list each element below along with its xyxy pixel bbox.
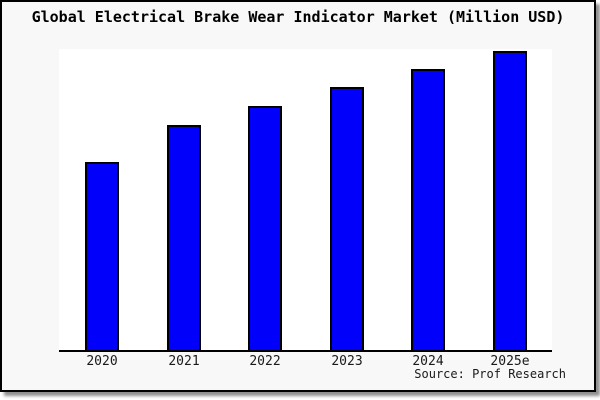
source-credit: Source: Prof Research <box>414 367 566 381</box>
plot-area <box>59 49 552 350</box>
x-tick-label-2025e: 2025e <box>490 354 530 369</box>
x-tick-label-2024: 2024 <box>412 354 444 369</box>
bar-2025e <box>493 51 527 350</box>
x-tick-label-2021: 2021 <box>168 354 200 369</box>
bar-2024 <box>411 69 445 350</box>
bar-2022 <box>248 106 282 350</box>
bar-2020 <box>85 162 119 350</box>
x-tick-label-2022: 2022 <box>249 354 281 369</box>
x-axis-line <box>59 350 552 352</box>
bar-2021 <box>167 125 201 350</box>
chart-title: Global Electrical Brake Wear Indicator M… <box>31 8 565 26</box>
x-tick-label-2023: 2023 <box>331 354 363 369</box>
x-tick-label-2020: 2020 <box>86 354 118 369</box>
chart-frame: Global Electrical Brake Wear Indicator M… <box>0 0 596 392</box>
bar-2023 <box>330 87 364 350</box>
